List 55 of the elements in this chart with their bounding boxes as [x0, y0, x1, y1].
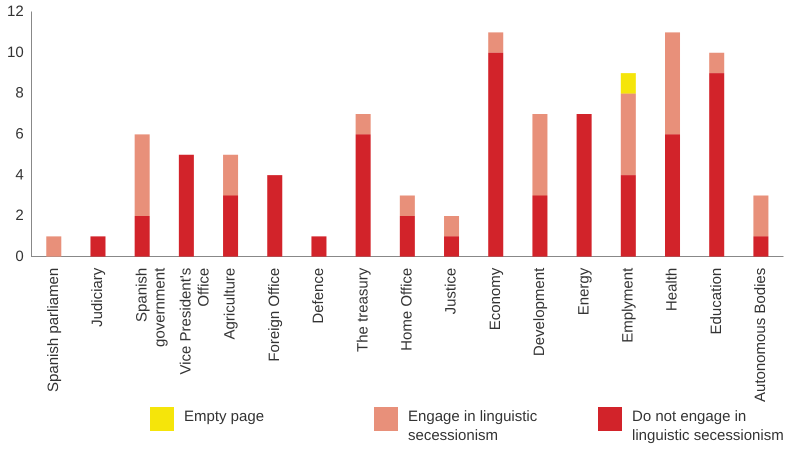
y-tick-label: 0: [15, 248, 24, 265]
bar: [356, 134, 371, 257]
y-tick-label: 10: [6, 44, 24, 61]
x-tick-label: Agriculture: [222, 268, 239, 340]
x-tick-label: Economy: [486, 267, 504, 330]
bar: [46, 236, 62, 257]
bar: [444, 216, 460, 236]
bar: [532, 196, 548, 257]
bar: [620, 73, 636, 94]
bar: [576, 114, 592, 257]
bar: [356, 114, 371, 134]
x-tick-label: Foreign Office: [266, 268, 283, 362]
x-tick-label: The treasury: [354, 267, 372, 352]
bar: [665, 32, 680, 134]
bar: [753, 236, 768, 257]
bar: [134, 134, 150, 216]
bar: [532, 114, 548, 196]
bar: [400, 196, 415, 216]
bar: [444, 236, 460, 257]
x-tick-label: Justice: [442, 268, 460, 314]
bar: [223, 196, 238, 257]
y-tick-label: 12: [6, 3, 24, 20]
bar: [488, 52, 504, 257]
bar: [709, 73, 724, 257]
x-tick-label: Emplyment: [619, 266, 636, 343]
y-tick-label: 6: [15, 126, 24, 143]
y-tick-label: 4: [15, 166, 24, 184]
x-tick-label: Home Office: [398, 268, 416, 351]
bar: [620, 175, 636, 257]
y-tick-label: 8: [15, 84, 24, 102]
x-tick-label: Health: [664, 268, 681, 312]
bar: [620, 94, 636, 176]
bar: [90, 236, 106, 257]
bar: [753, 196, 768, 236]
y-tick-label: 2: [15, 207, 24, 224]
x-tick-label: Judiciary: [89, 267, 106, 327]
x-tick-label: Energy: [575, 267, 592, 316]
x-tick-label: Development: [531, 266, 548, 356]
bar: [488, 32, 504, 53]
x-tick-label: Spanish government: [133, 266, 168, 347]
x-tick-label: Education: [708, 268, 725, 334]
legend-label: Empty page: [184, 407, 266, 426]
legend-label: Do not engage in linguistic secessionism: [632, 407, 785, 445]
bar: [311, 236, 326, 257]
x-tick-label: Autonomous Bodies: [752, 268, 770, 402]
bar: [709, 52, 724, 74]
bar: [665, 134, 680, 257]
bar: [400, 216, 415, 257]
x-tick-label: Spanish parliamen: [44, 268, 62, 392]
legend-label: Engage in linguistic secessionism: [408, 407, 538, 445]
bar: [178, 154, 194, 257]
bar: [134, 216, 150, 257]
bar: [267, 175, 282, 257]
x-tick-label: Defence: [310, 268, 328, 324]
bar: [223, 154, 238, 196]
